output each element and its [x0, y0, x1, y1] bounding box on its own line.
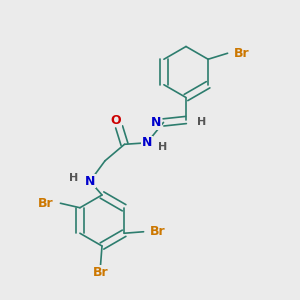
Text: Br: Br [93, 266, 108, 279]
Text: N: N [151, 116, 161, 129]
Text: O: O [111, 114, 122, 127]
Text: H: H [69, 173, 79, 183]
Text: N: N [142, 136, 152, 149]
Text: H: H [158, 142, 168, 152]
Text: H: H [197, 117, 207, 128]
Text: Br: Br [234, 47, 250, 60]
Text: Br: Br [38, 197, 54, 210]
Text: N: N [85, 175, 95, 188]
Text: Br: Br [150, 225, 166, 238]
